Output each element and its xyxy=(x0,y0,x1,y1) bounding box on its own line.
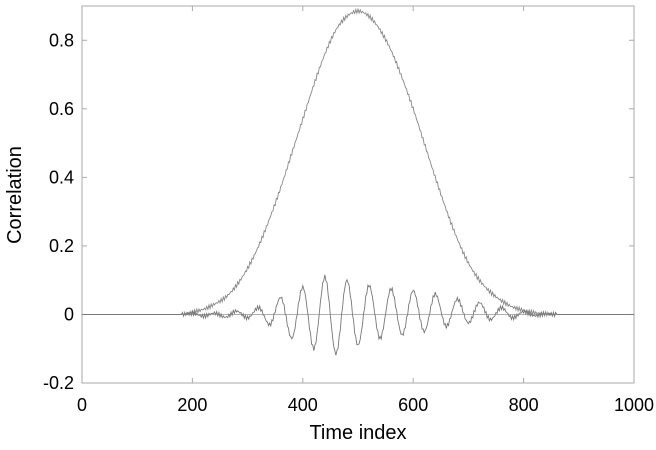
series-line-oscillation xyxy=(82,274,634,356)
series-layer xyxy=(82,7,634,356)
x-tick-label: 0 xyxy=(77,395,87,415)
y-tick-label: 0.8 xyxy=(49,30,74,50)
y-axis-ticks: -0.2 0 0.2 0.4 0.6 0.8 xyxy=(43,30,634,393)
y-tick-label: -0.2 xyxy=(43,373,74,393)
x-tick-label: 1000 xyxy=(614,395,654,415)
y-axis-label: Correlation xyxy=(4,146,26,244)
series-line-envelope xyxy=(82,7,634,318)
x-axis-label: Time index xyxy=(309,422,406,444)
x-tick-label: 800 xyxy=(509,395,539,415)
x-axis-ticks: 0 200 400 600 800 1000 xyxy=(77,6,654,415)
y-tick-label: 0 xyxy=(64,304,74,324)
y-tick-label: 0.2 xyxy=(49,236,74,256)
y-tick-label: 0.4 xyxy=(49,167,74,187)
x-tick-label: 400 xyxy=(288,395,318,415)
plot-frame xyxy=(81,5,635,384)
x-tick-label: 200 xyxy=(177,395,207,415)
x-tick-label: 600 xyxy=(398,395,428,415)
y-tick-label: 0.6 xyxy=(49,99,74,119)
